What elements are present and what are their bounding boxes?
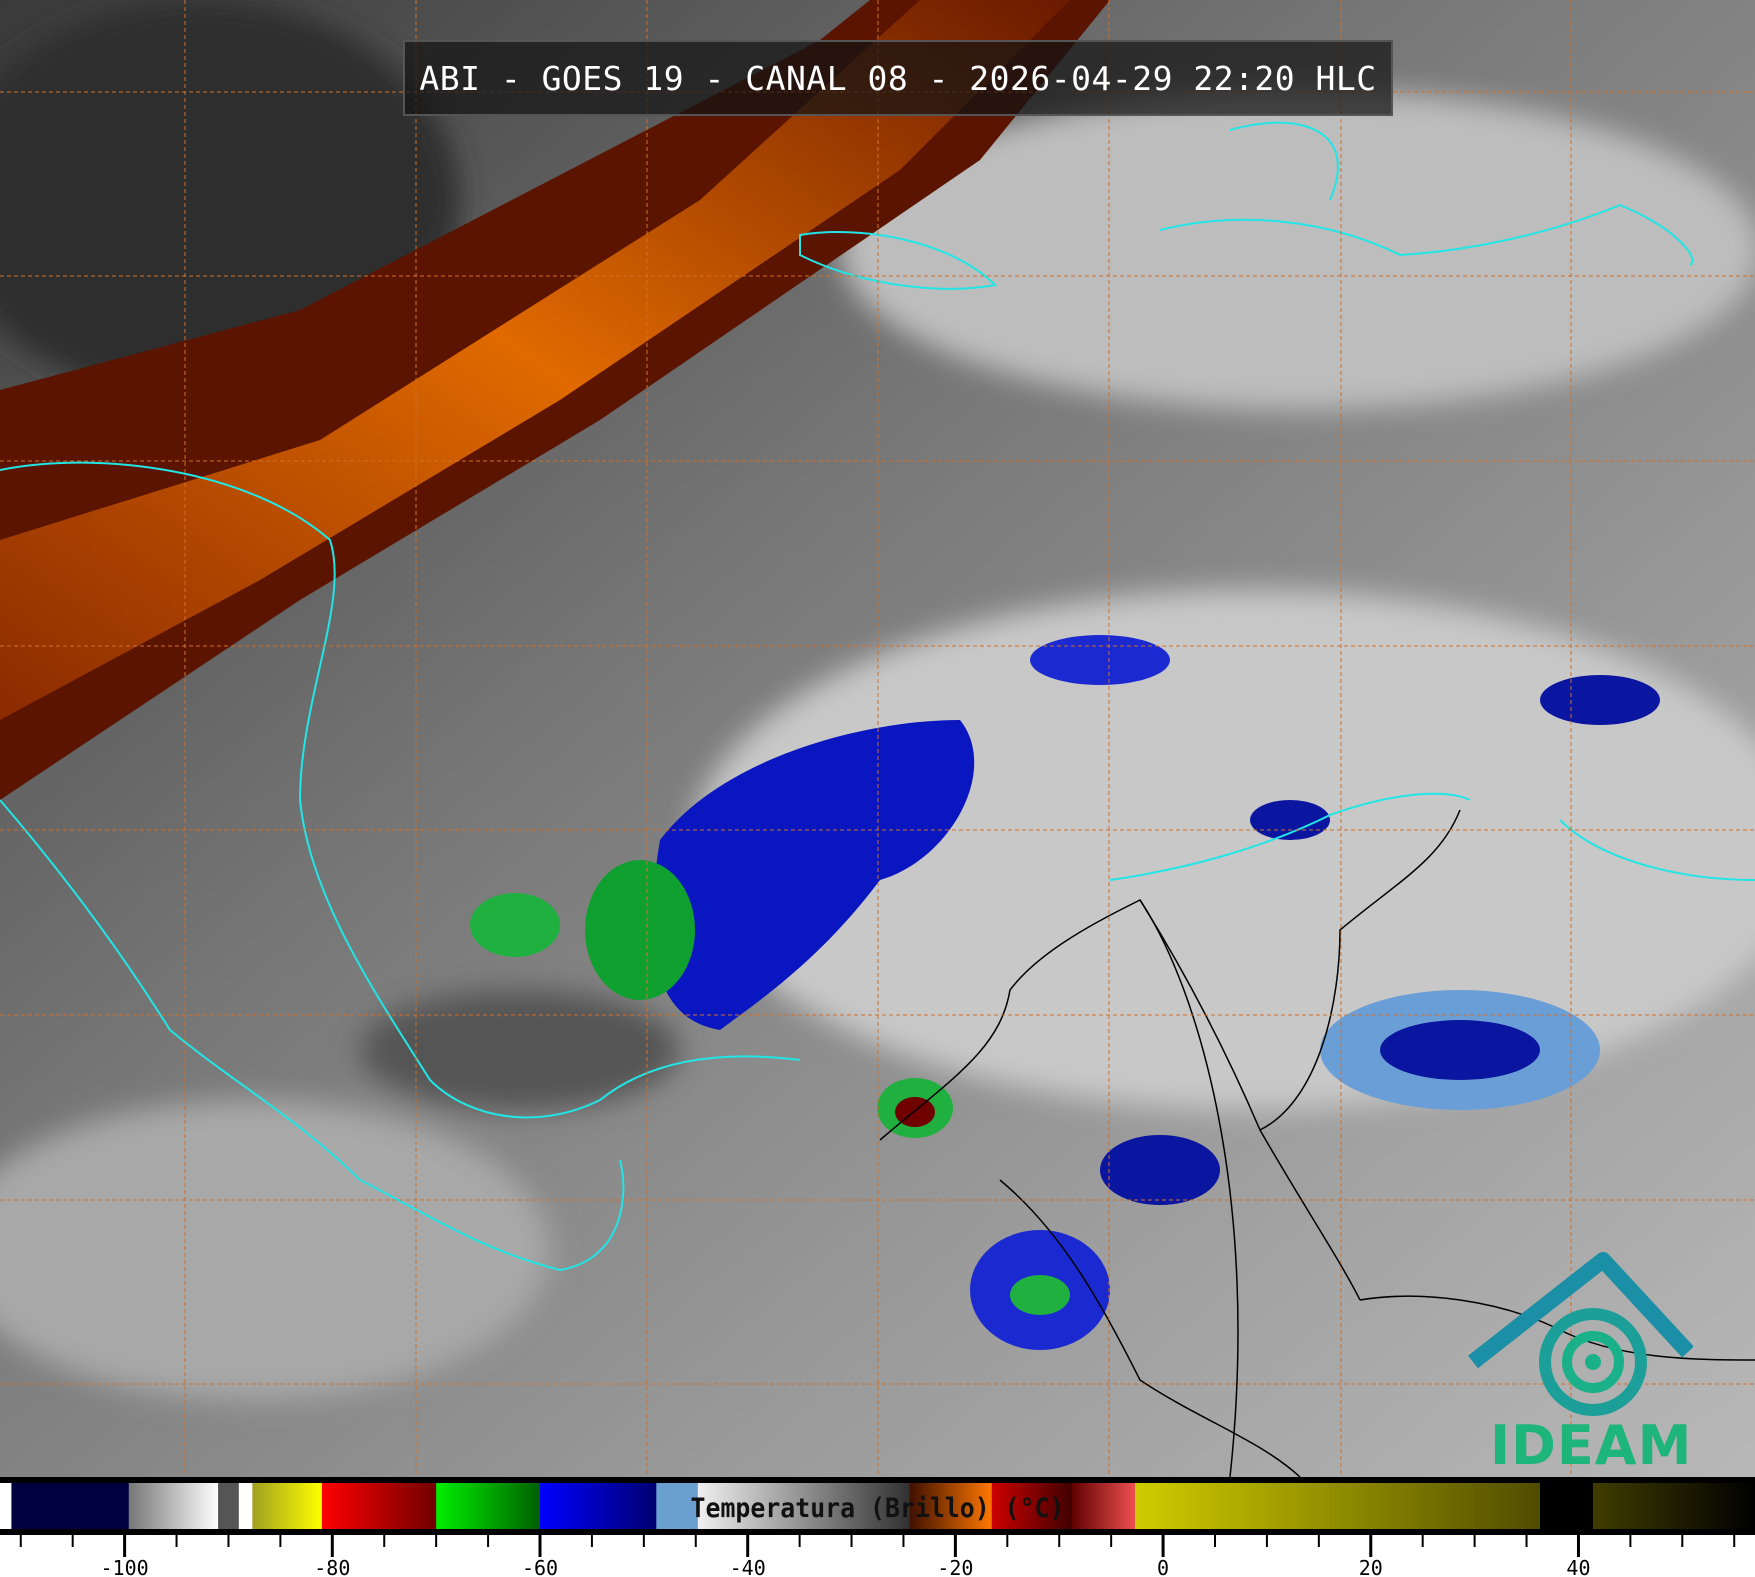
colorbar-label: Temperatura (Brillo) (°C) — [690, 1493, 1065, 1524]
colorbar-segment — [1593, 1483, 1755, 1529]
tick-label: -80 — [314, 1556, 350, 1577]
colorbar-segment — [128, 1483, 219, 1529]
colorbar-segment — [218, 1483, 240, 1529]
colorbar-segment — [656, 1483, 699, 1529]
colorbar-segment — [1135, 1483, 1541, 1529]
colorbar-segment — [540, 1483, 657, 1529]
tick-label: 20 — [1359, 1556, 1383, 1577]
image-title: ABI - GOES 19 - CANAL 08 - 2026-04-29 22… — [419, 58, 1377, 98]
colorbar-segment — [436, 1483, 541, 1529]
tick-label: -60 — [522, 1556, 558, 1577]
dry-band — [0, 0, 1070, 720]
title-banner: ABI - GOES 19 - CANAL 08 - 2026-04-29 22… — [403, 40, 1393, 116]
tick-label: 40 — [1566, 1556, 1590, 1577]
colorbar-segment — [252, 1483, 323, 1529]
political-borders — [879, 809, 1755, 1477]
colorbar-segment — [909, 1483, 993, 1529]
satellite-map — [0, 0, 1755, 1477]
colorbar-segment — [1071, 1483, 1136, 1529]
colorbar-scale — [0, 1477, 1755, 1535]
tick-label: -100 — [101, 1556, 149, 1577]
colorbar-ticks: -100 -80 -60 -40 -20 0 20 40 — [19, 1535, 1736, 1577]
colorbar-segment — [991, 1483, 1073, 1529]
lat-lon-grid — [0, 0, 1755, 1477]
colorbar: Temperatura (Brillo) (°C) -100 -80 -60 -40-… — [0, 1477, 1755, 1577]
ideam-logo-icon — [1468, 1252, 1693, 1416]
ideam-logo-text: IDEAM — [1490, 1414, 1693, 1477]
convective-systems — [470, 635, 1660, 1350]
colorbar-segment — [0, 1483, 12, 1529]
coastlines — [0, 121, 1755, 1272]
colorbar-segment — [11, 1483, 130, 1529]
colorbar-segment — [697, 1483, 911, 1529]
tick-label: -20 — [937, 1556, 973, 1577]
colorbar-segment — [321, 1483, 437, 1529]
tick-label: -40 — [730, 1556, 766, 1577]
tick-label: 0 — [1157, 1556, 1169, 1577]
colorbar-segment — [1540, 1483, 1594, 1529]
colorbar-segment — [238, 1483, 253, 1529]
